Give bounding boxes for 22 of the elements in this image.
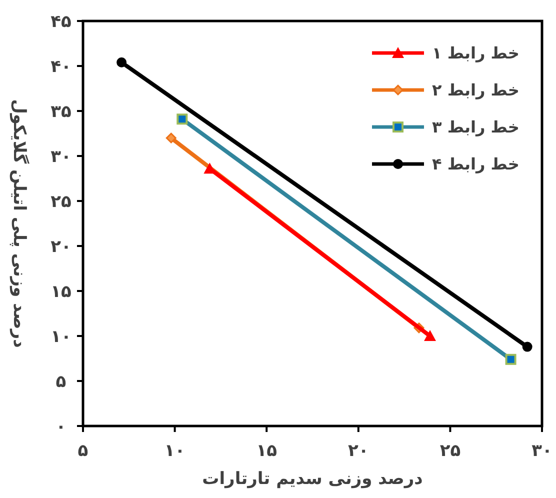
y-tick-label: ۳۰ [50,146,72,167]
y-tick-label: ۰ [56,416,66,437]
y-tick-label: ۲۰ [50,236,72,257]
x-tick-label: ۱۰ [164,441,186,461]
y-tick-label: ۴۰ [50,56,72,77]
y-axis-title: درصد وزنی پلی اتیلن گلایکول [9,99,30,348]
x-tick-label: ۱۵ [256,441,277,461]
y-tick-label: ۵ [56,372,66,392]
y-tick-label: ۴۵ [50,12,72,32]
y-tick-label: ۱۰ [50,326,72,347]
y-tick-label: ۳۵ [50,102,72,122]
x-tick-label: ۵ [78,441,88,461]
legend-label: خط رابط ۴ [432,154,520,174]
legend-label: خط رابط ۳ [432,118,520,137]
y-tick-label: ۲۵ [50,192,72,212]
x-tick-label: ۳۰ [532,441,552,461]
x-tick-label: ۲۰ [348,441,369,461]
x-tick-label: ۲۵ [440,441,461,461]
y-tick-label: ۱۵ [50,282,72,302]
x-axis-title: درصد وزنی سدیم تارتارات [202,469,424,489]
legend-label: خط رابط ۲ [432,80,520,100]
legend-label: خط رابط ۱ [432,44,520,63]
